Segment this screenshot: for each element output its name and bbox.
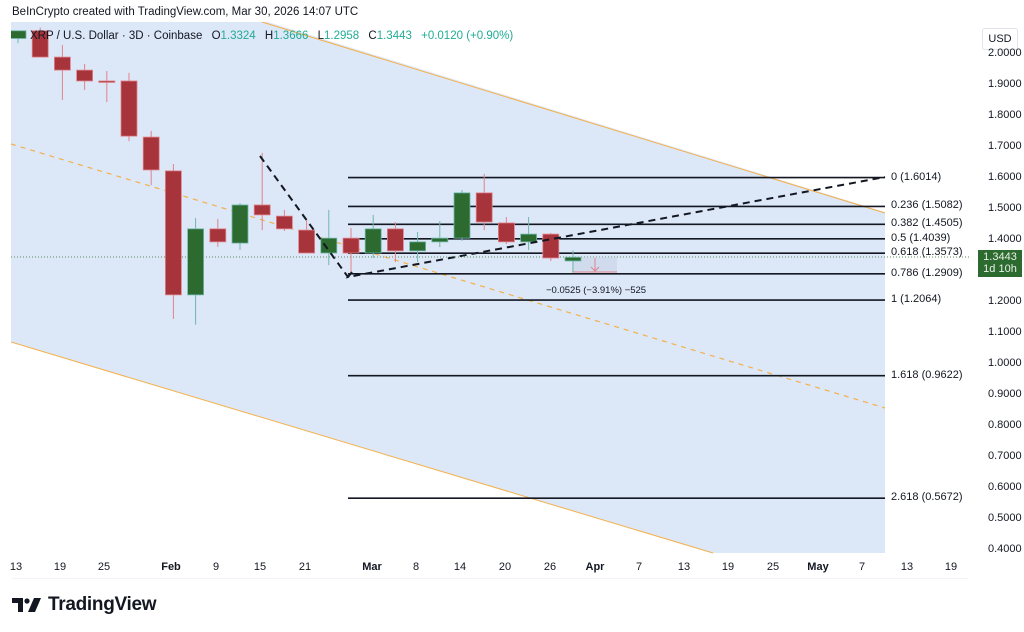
fib-level-label: 0.382 (1.4505) <box>891 217 963 230</box>
price-tick: 1.2000 <box>988 295 1022 307</box>
time-tick: Feb <box>161 561 181 573</box>
candle <box>98 80 116 83</box>
tradingview-logo[interactable]: TradingView <box>12 594 157 616</box>
high-label: H <box>264 30 274 42</box>
channel-fill <box>11 22 885 553</box>
candle <box>342 237 360 254</box>
time-tick: 14 <box>453 561 467 573</box>
attribution-text: BeInCrypto created with TradingView.com,… <box>12 6 359 18</box>
change-value: +0.0120 (+0.90%) <box>421 30 514 42</box>
price-tick: 0.9000 <box>988 388 1022 400</box>
price-tick: 0.6000 <box>988 481 1022 493</box>
close-label: C <box>368 30 377 42</box>
trendline-down <box>259 155 349 278</box>
current-price-tag: 1.3443 1d 10h <box>978 250 1022 277</box>
fib-level-label: 0.786 (1.2909) <box>891 266 963 279</box>
fib-level-label: 0.236 (1.5082) <box>891 199 963 212</box>
time-tick: 8 <box>412 561 420 573</box>
symbol-legend[interactable]: XRP / U.S. Dollar · 3D · Coinbase O1.332… <box>30 30 513 42</box>
price-tick: 1.4000 <box>988 233 1022 245</box>
time-tick: May <box>807 561 829 573</box>
candle <box>364 228 382 254</box>
time-tick: 13 <box>677 561 691 573</box>
price-tick: 1.8000 <box>988 109 1022 121</box>
price-tick: 1.6000 <box>988 171 1022 183</box>
fib-level-label: 1 (1.2064) <box>891 293 942 306</box>
channel-midline <box>11 143 886 409</box>
symbol-name: XRP / U.S. Dollar · 3D · Coinbase <box>30 30 203 42</box>
logo-text: TradingView <box>48 594 157 615</box>
time-tick: 9 <box>212 561 220 573</box>
candle <box>253 204 271 216</box>
time-tick: 25 <box>766 561 780 573</box>
open-label: O <box>211 30 221 42</box>
time-tick: 15 <box>253 561 267 573</box>
price-tick: 0.8000 <box>988 419 1022 431</box>
time-tick: Apr <box>585 561 605 573</box>
price-tick: 1.9000 <box>988 78 1022 90</box>
trendline-up <box>345 176 886 279</box>
axis-separator <box>12 578 968 579</box>
time-tick: 7 <box>858 561 866 573</box>
candle <box>497 222 515 243</box>
time-tick: 21 <box>298 561 312 573</box>
open-value: 1.3324 <box>220 30 256 42</box>
time-tick: 19 <box>721 561 735 573</box>
measure-label: −0.0525 (−3.91%) −525 <box>546 285 647 296</box>
price-tick: 0.4000 <box>988 543 1022 555</box>
price-tick: 1.7000 <box>988 140 1022 152</box>
candle <box>31 30 49 58</box>
time-tick: 25 <box>97 561 111 573</box>
price-tick: 1.5000 <box>988 202 1022 214</box>
low-label: L <box>317 30 325 42</box>
fib-level-label: 0 (1.6014) <box>891 170 942 183</box>
price-tick: 1.0000 <box>988 357 1022 369</box>
candle-countdown: 1d 10h <box>983 263 1017 275</box>
time-tick: 13 <box>900 561 914 573</box>
fib-level-label: 2.618 (0.5672) <box>891 491 963 504</box>
candle <box>76 69 93 82</box>
candle <box>564 256 582 262</box>
candle <box>209 228 227 243</box>
candle <box>275 215 293 230</box>
candle <box>409 241 427 252</box>
candle <box>164 170 182 296</box>
time-tick: 20 <box>498 561 512 573</box>
fib-level-label: 1.618 (0.9622) <box>891 368 963 381</box>
candle <box>320 237 338 254</box>
time-tick: Mar <box>362 561 382 573</box>
candle <box>187 228 205 296</box>
candle <box>431 237 449 243</box>
candle <box>54 56 71 71</box>
candle <box>231 204 249 244</box>
time-tick: 7 <box>635 561 643 573</box>
price-tick: 0.5000 <box>988 512 1022 524</box>
candle <box>386 228 404 252</box>
low-value: 1.2958 <box>324 30 360 42</box>
price-tick: 1.1000 <box>988 326 1022 338</box>
fib-level-label: 0.618 (1.3573) <box>891 246 963 259</box>
time-tick: 26 <box>543 561 557 573</box>
candle <box>453 192 471 239</box>
time-tick: 19 <box>53 561 67 573</box>
candle <box>475 192 493 223</box>
channel-lower-line <box>11 341 714 554</box>
candle <box>142 136 160 171</box>
tradingview-logo-icon <box>12 598 41 612</box>
high-value: 1.3666 <box>273 30 309 42</box>
candle <box>120 80 138 137</box>
current-price-value: 1.3443 <box>983 251 1017 263</box>
currency-selector[interactable]: USD <box>982 28 1018 50</box>
time-tick: 19 <box>944 561 958 573</box>
candle <box>11 30 27 39</box>
candle <box>298 229 316 254</box>
time-tick: 13 <box>9 561 23 573</box>
price-tick: 0.7000 <box>988 450 1022 462</box>
fib-level-label: 0.5 (1.4039) <box>891 231 951 244</box>
candle <box>520 233 537 243</box>
price-tick: 2.0000 <box>988 47 1022 59</box>
channel-upper-line <box>261 22 886 214</box>
close-value: 1.3443 <box>376 30 412 42</box>
